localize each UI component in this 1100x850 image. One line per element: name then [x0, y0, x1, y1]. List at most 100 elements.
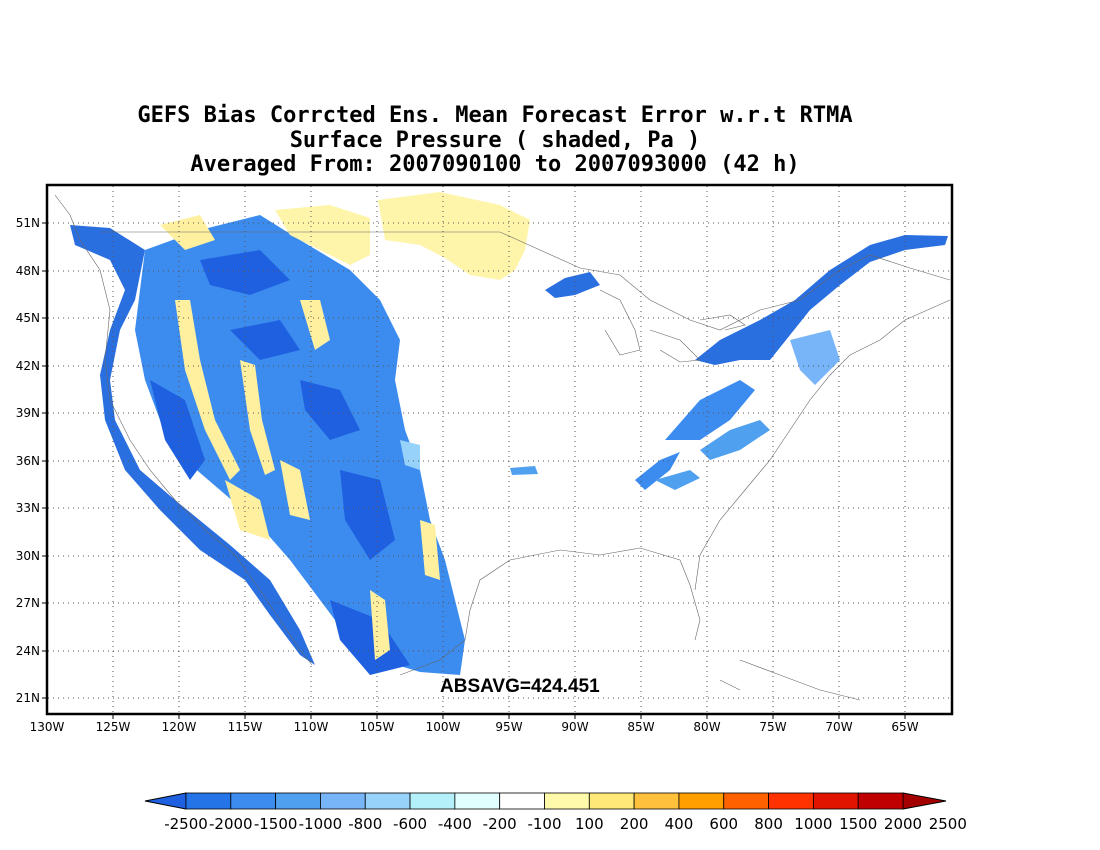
shade-west-yellow-8 [420, 520, 440, 580]
colorbar-label: -200 [483, 815, 517, 833]
map-frame [45, 183, 954, 716]
shaded-field [70, 192, 948, 675]
colorbar: -2500 -2000 -1500 -1000 -800 -600 -400 -200 -100… [144, 792, 967, 833]
shade-west-dark-1 [150, 380, 205, 480]
shade-west-yellow-2 [240, 360, 275, 475]
colorbar-right-arrow [902, 792, 947, 810]
shade-west-interior [135, 215, 465, 675]
shade-st-lawrence [695, 235, 948, 365]
lon-labels: 130W 125W 120W 115W 110W 105W 100W 95W 9… [30, 714, 919, 734]
colorbar-cell [499, 792, 545, 810]
lon-label: 75W [759, 720, 786, 734]
lat-label: 24N [16, 644, 40, 658]
lon-label: 130W [30, 720, 65, 734]
lat-labels: 51N 48N 45N 42N 39N 36N 33N 30N 27N 24N … [16, 216, 47, 705]
lat-label: 36N [16, 454, 40, 468]
lon-label: 125W [96, 720, 131, 734]
colorbar-label: 100 [575, 815, 604, 833]
colorbar-label: -2500 [164, 815, 208, 833]
lat-label: 33N [16, 501, 40, 515]
coast-gulf-mexico [399, 547, 701, 676]
colorbar-label: 800 [754, 815, 783, 833]
shade-ozark [510, 466, 538, 475]
colorbar-cell [678, 792, 725, 810]
shade-west-yellow-7 [225, 480, 270, 540]
caribbean-islands [719, 659, 861, 701]
lon-label: 70W [825, 720, 852, 734]
colorbar-label: -1500 [254, 815, 298, 833]
colorbar-cell [544, 792, 590, 810]
lon-label: 95W [495, 720, 522, 734]
shade-west-dark-3 [300, 380, 360, 440]
colorbar-label: 2500 [929, 815, 967, 833]
shade-west-yellow-6 [160, 215, 215, 250]
lat-label: 21N [16, 691, 40, 705]
lat-label: 27N [16, 596, 40, 610]
map-period: Averaged From: 2007090100 to 2007093000 … [190, 152, 800, 177]
colorbar-label: -1000 [299, 815, 343, 833]
colorbar-cell [454, 792, 501, 810]
colorbar-cell [364, 792, 411, 810]
colorbar-label: 1500 [839, 815, 877, 833]
shade-west-dark-2 [230, 320, 300, 360]
lat-label: 30N [16, 549, 40, 563]
shade-west-light-1 [400, 440, 420, 470]
lon-label: 85W [627, 720, 654, 734]
coast-atlantic [694, 299, 951, 591]
lon-label: 100W [426, 720, 461, 734]
lon-label: 115W [228, 720, 263, 734]
colorbar-cell [409, 792, 456, 810]
lat-label: 51N [16, 216, 40, 230]
shade-appalachian-2 [700, 420, 770, 460]
shade-west-yellow-3 [300, 300, 330, 350]
colorbar-cell [230, 792, 277, 810]
colorbar-label: 1000 [794, 815, 832, 833]
colorbar-label: 400 [665, 815, 694, 833]
shade-montana-yellow [275, 205, 370, 265]
map-title: GEFS Bias Corrcted Ens. Mean Forecast Er… [137, 103, 853, 128]
border-us-canada [100, 231, 951, 331]
colorbar-label: 200 [620, 815, 649, 833]
colorbar-cell [723, 792, 769, 810]
lon-label: 120W [162, 720, 197, 734]
colorbar-label: -100 [527, 815, 561, 833]
colorbar-label: -400 [438, 815, 472, 833]
lon-label: 65W [891, 720, 918, 734]
colorbar-label: 2000 [884, 815, 922, 833]
colorbar-left-arrow [144, 792, 187, 810]
colorbar-cell [768, 792, 814, 810]
great-lakes [599, 289, 746, 363]
shade-west-dark-4 [340, 470, 395, 560]
shade-west-dark-5 [330, 600, 410, 675]
shade-appalachian-1 [665, 380, 755, 440]
colorbar-cell [812, 792, 859, 810]
shade-west-dark-6 [200, 250, 290, 295]
colorbar-cell [857, 792, 904, 810]
coastlines [54, 194, 951, 701]
colorbar-label: -600 [393, 815, 427, 833]
lat-label: 39N [16, 406, 40, 420]
shade-lake-superior [545, 272, 600, 298]
shade-ne-light [790, 330, 840, 385]
colorbar-cell [588, 792, 635, 810]
shade-west-yellow-1 [175, 300, 240, 480]
shade-west-yellow-5 [370, 590, 390, 660]
graticule [48, 186, 951, 713]
shade-pacific-coast [70, 225, 315, 665]
lon-label: 90W [561, 720, 588, 734]
colorbar-cell [185, 792, 232, 810]
colorbar-cell [633, 792, 680, 810]
colorbar-label: 600 [709, 815, 738, 833]
coast-pacific [54, 194, 313, 666]
lon-label: 110W [294, 720, 329, 734]
lon-label: 105W [360, 720, 395, 734]
lat-label: 45N [16, 311, 40, 325]
shade-west-yellow-4 [280, 460, 310, 520]
shade-appalachian-4 [655, 470, 700, 490]
colorbar-label: -800 [348, 815, 382, 833]
colorbar-cell [320, 792, 366, 810]
map-subtitle: Surface Pressure ( shaded, Pa ) [289, 128, 701, 153]
shade-canada-yellow [378, 192, 530, 280]
colorbar-label: -2000 [209, 815, 253, 833]
